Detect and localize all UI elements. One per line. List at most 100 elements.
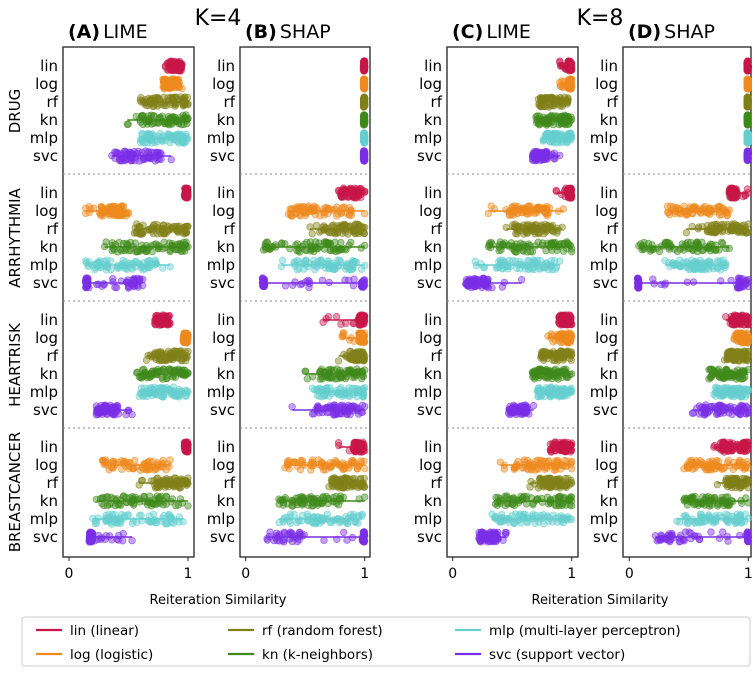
data-point	[328, 230, 335, 237]
strip-arrhythmia-kn	[260, 239, 368, 256]
data-point	[168, 390, 175, 397]
data-point	[98, 264, 105, 271]
data-point	[263, 239, 270, 246]
data-point	[116, 155, 123, 162]
data-point	[558, 349, 565, 356]
strip-drug-log	[557, 76, 576, 92]
data-point	[554, 113, 561, 120]
data-point	[348, 239, 355, 246]
panel-title: (B)SHAP	[245, 21, 331, 43]
row-label-lin: lin	[217, 311, 235, 329]
data-point	[294, 241, 301, 248]
data-point	[546, 370, 553, 377]
data-point	[337, 367, 344, 374]
data-point	[294, 248, 301, 255]
row-label-rf: rf	[47, 220, 59, 238]
data-point	[278, 263, 285, 270]
data-point	[503, 224, 510, 231]
data-point	[359, 370, 366, 377]
row-label-rf: rf	[224, 93, 236, 111]
data-point	[105, 407, 112, 414]
data-point	[467, 278, 474, 285]
data-point	[488, 239, 495, 246]
data-point	[296, 518, 303, 525]
data-point	[348, 369, 355, 376]
data-point	[357, 185, 364, 192]
data-point	[568, 61, 575, 68]
strip-breastcancer-lin	[181, 439, 191, 455]
data-point	[548, 240, 555, 247]
strip-drug-rf	[360, 94, 368, 111]
data-point	[319, 277, 326, 284]
data-point	[361, 112, 368, 119]
data-point	[555, 368, 562, 375]
data-point	[102, 457, 109, 464]
data-point	[325, 240, 332, 247]
data-point	[509, 258, 516, 265]
data-point	[126, 260, 133, 267]
data-point	[488, 203, 495, 210]
strip-breastcancer-mlp	[90, 511, 187, 527]
strip-breastcancer-kn	[93, 493, 191, 509]
data-point	[154, 231, 161, 238]
data-point	[354, 393, 361, 400]
data-point	[558, 315, 565, 322]
row-label-lin: lin	[40, 311, 58, 329]
data-point	[354, 195, 361, 202]
data-point	[556, 243, 563, 250]
data-point	[489, 284, 496, 291]
data-point	[184, 191, 191, 198]
data-point	[302, 206, 309, 213]
data-point	[88, 537, 95, 544]
row-label-mlp: mlp	[207, 383, 235, 401]
data-point	[508, 410, 515, 417]
data-point	[350, 511, 357, 518]
data-point	[357, 228, 364, 235]
data-point	[114, 263, 121, 270]
strip-drug-log	[160, 76, 186, 92]
strip-breastcancer-kn	[276, 493, 368, 509]
data-point	[358, 319, 365, 326]
strip-arrhythmia-lin	[335, 185, 368, 201]
data-point	[169, 496, 176, 503]
strip-drug-lin	[162, 58, 185, 74]
data-point	[309, 230, 316, 237]
row-label-kn: kn	[40, 111, 58, 129]
data-point	[567, 189, 574, 196]
data-point	[144, 393, 151, 400]
data-point	[336, 257, 343, 264]
data-point	[481, 264, 488, 271]
data-point	[160, 313, 167, 320]
data-point	[526, 207, 533, 214]
data-point	[92, 266, 99, 273]
row-label-mlp: mlp	[30, 129, 58, 147]
data-point	[287, 529, 294, 536]
data-point	[557, 59, 564, 66]
data-point	[138, 512, 145, 519]
data-point	[172, 374, 179, 381]
data-point	[330, 517, 337, 524]
data-point	[568, 332, 575, 339]
strip-arrhythmia-mlp	[472, 257, 563, 273]
data-point	[152, 257, 159, 264]
data-point	[159, 460, 166, 467]
data-point	[123, 213, 130, 220]
x-axis-label-left: Reiteration Similarity	[150, 593, 287, 608]
panel-tag: (C)	[452, 21, 483, 43]
row-label-log: log	[35, 202, 58, 220]
data-point	[543, 260, 550, 267]
data-point	[356, 496, 363, 503]
strip-arrhythmia-mlp	[82, 257, 173, 273]
data-point	[299, 533, 306, 540]
data-point	[342, 277, 349, 284]
data-point	[137, 119, 144, 126]
data-point	[335, 358, 342, 365]
data-point	[523, 409, 530, 416]
data-point	[167, 79, 174, 86]
dataset-label-drug: DRUG	[6, 89, 24, 134]
data-point	[125, 407, 132, 414]
data-point	[563, 374, 570, 381]
data-point	[566, 312, 573, 319]
data-point	[184, 442, 191, 449]
